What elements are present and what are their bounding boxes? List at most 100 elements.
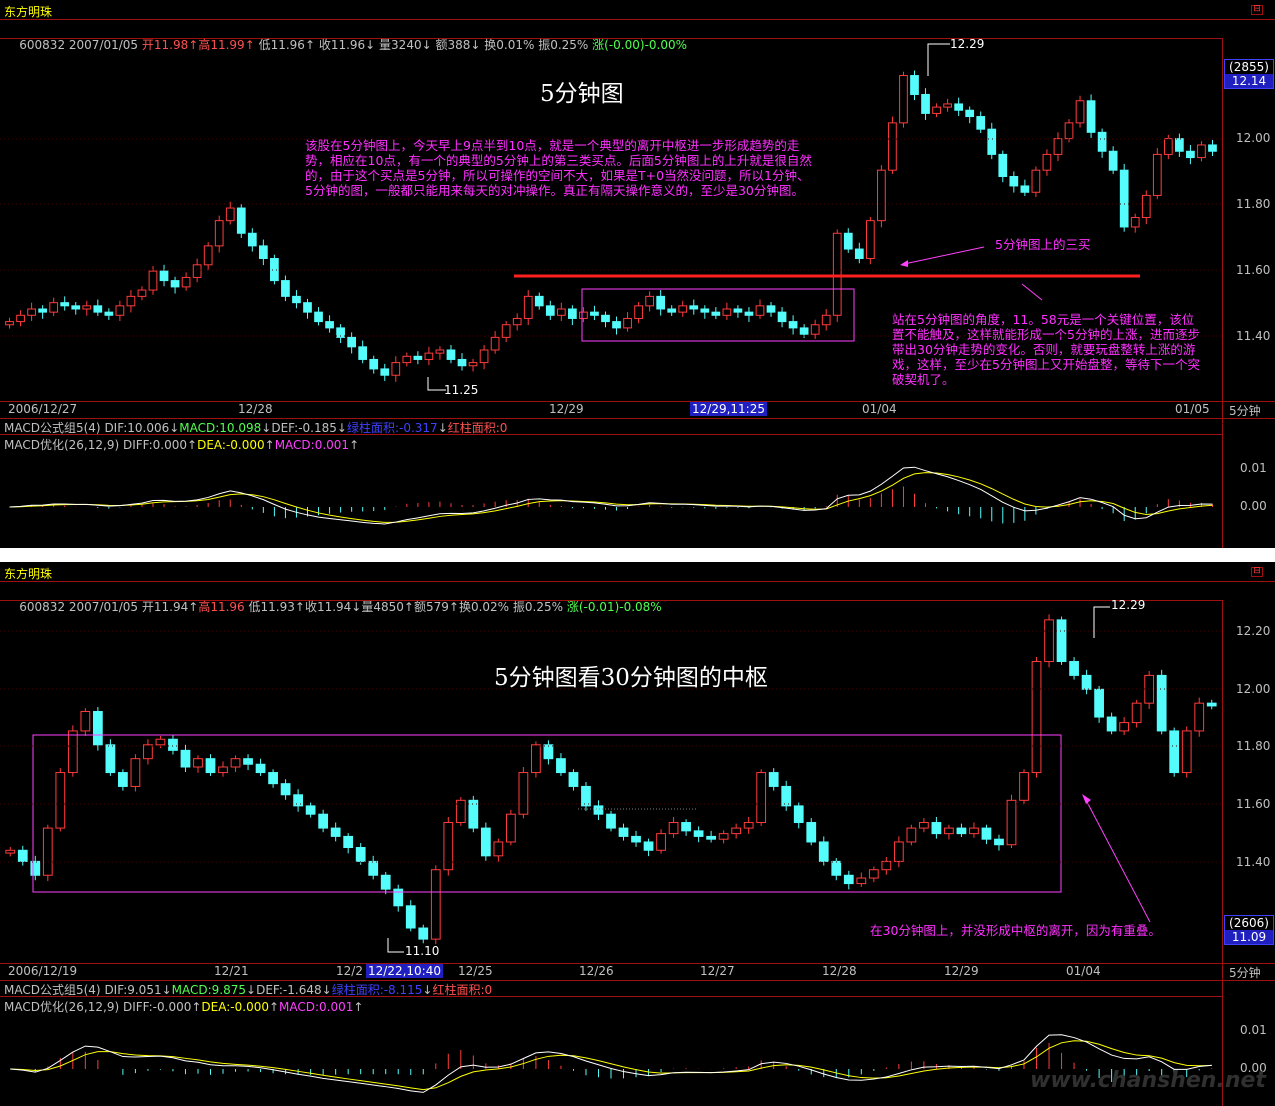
candle-body [155, 738, 166, 746]
candle-body [292, 295, 301, 304]
candle-body [380, 874, 391, 890]
candle-body [944, 827, 954, 835]
panel-separator [0, 548, 1275, 562]
candle-body [1175, 138, 1184, 152]
y-tick-3: 11.80 [1236, 739, 1271, 753]
candle-body [667, 308, 677, 313]
volume: 量4850 [361, 600, 404, 614]
low-price: 低11.93 [248, 600, 295, 614]
macd-indicator-line-2: MACD优化(26,12,9) DIFF:-0.000↑DEA:-0.000↑M… [4, 1000, 364, 1014]
candle-body [612, 321, 621, 329]
candle-body [205, 758, 216, 774]
candle-body [479, 349, 489, 364]
candle-body [921, 93, 930, 114]
chart-title: 5分钟图看30分钟图的中枢 [494, 665, 768, 691]
change: 涨(-0.01)-0.08% [566, 600, 662, 614]
window-restore-button[interactable]: ⊟ [1251, 5, 1263, 15]
quote-date: 2007/01/05 [68, 38, 139, 52]
annotation-arrow [1085, 799, 1151, 923]
volume: 量3240 [379, 38, 422, 52]
candle-body [93, 305, 103, 313]
candle-body [581, 785, 591, 807]
period-selector[interactable]: 5分钟 [1229, 404, 1261, 418]
candle-body [943, 103, 952, 108]
candle-body [314, 311, 323, 323]
candle-body [247, 232, 257, 247]
candle-body [118, 772, 128, 787]
candle-body [634, 305, 643, 319]
candle-body [987, 128, 997, 155]
candle-body [105, 744, 116, 774]
price-box-price: 12.14 [1225, 74, 1273, 88]
annotation-right: 站在5分钟图的角度，11。58元是一个关键位置，该位置不能触及，这样就能形成一个… [892, 312, 1200, 387]
candle-body [831, 860, 842, 876]
candle-body [531, 744, 541, 774]
dif-line [10, 1034, 1212, 1093]
candle-body [810, 324, 820, 335]
candle-body [1053, 138, 1063, 155]
candle-body [443, 822, 454, 871]
cursor-date-label: 12/22,10:40 [366, 964, 443, 978]
date-label: 01/04 [862, 402, 897, 416]
candlestick-chart-top [0, 43, 1222, 391]
candles-top [5, 70, 1217, 382]
candle-body [1141, 194, 1151, 218]
macd-tick-1: 0.01 [1240, 461, 1267, 475]
candle-body [893, 841, 904, 862]
high-price: 高11.96 [198, 600, 245, 614]
candle-body [781, 785, 792, 807]
date-label: 12/21 [214, 964, 249, 978]
macd2-name: MACD优化(26,12,9) [4, 1000, 120, 1014]
candle-body [42, 827, 53, 876]
y-tick-1: 12.20 [1236, 624, 1271, 638]
candle-body [468, 362, 478, 367]
amplitude: 振0.25% [538, 38, 589, 52]
candle-body [1208, 144, 1217, 152]
macd-chart-bottom [10, 1034, 1213, 1093]
candle-body [843, 232, 853, 250]
candle-body [868, 869, 879, 879]
date-label: 12/29 [549, 402, 584, 416]
high-label: 12.29 [1111, 598, 1146, 612]
high-price: 高11.99 [198, 38, 245, 52]
high-marker-line [927, 43, 950, 76]
candle-body [435, 349, 445, 354]
candle-body [579, 311, 588, 319]
annotation-buy-point: 5分钟图上的三买 [995, 237, 1091, 252]
candle-body [293, 794, 303, 807]
candle-body [137, 289, 147, 297]
candle-body [16, 314, 25, 323]
candle-body [60, 302, 70, 307]
candle-body [67, 730, 78, 774]
high-label: 12.29 [950, 37, 985, 51]
turnover: 换0.01% [484, 38, 535, 52]
close-price: 收11.96 [318, 38, 366, 52]
candle-body [1130, 217, 1140, 228]
candle-body [631, 835, 641, 843]
date-label: 12/2 [336, 964, 363, 978]
candle-body [148, 270, 158, 291]
candle-body [468, 799, 479, 829]
candle-body [446, 349, 456, 360]
candle-body [159, 270, 169, 282]
quote-info-bar: 600832 2007/01/05 开11.98↑高11.99↑ 低11.96↑… [19, 38, 688, 52]
candle-body [856, 877, 867, 885]
candle-body [255, 763, 266, 774]
candle-body [678, 305, 688, 313]
candle-body [981, 827, 992, 840]
candle-body [236, 207, 246, 234]
period-selector[interactable]: 5分钟 [1229, 966, 1261, 980]
candle-body [744, 311, 754, 316]
candle-body [693, 830, 704, 837]
zhongshu-box [581, 288, 855, 342]
candle-body [1194, 702, 1205, 732]
amount: 额579 [413, 600, 449, 614]
candle-body [534, 295, 544, 307]
candle-body [618, 827, 629, 837]
window-restore-button[interactable]: ⊟ [1251, 567, 1263, 577]
candle-body [318, 813, 329, 829]
y-tick-5: 11.40 [1236, 855, 1271, 869]
open-price: 开11.98 [141, 38, 189, 52]
candle-body [777, 311, 787, 323]
candle-body [380, 368, 390, 376]
